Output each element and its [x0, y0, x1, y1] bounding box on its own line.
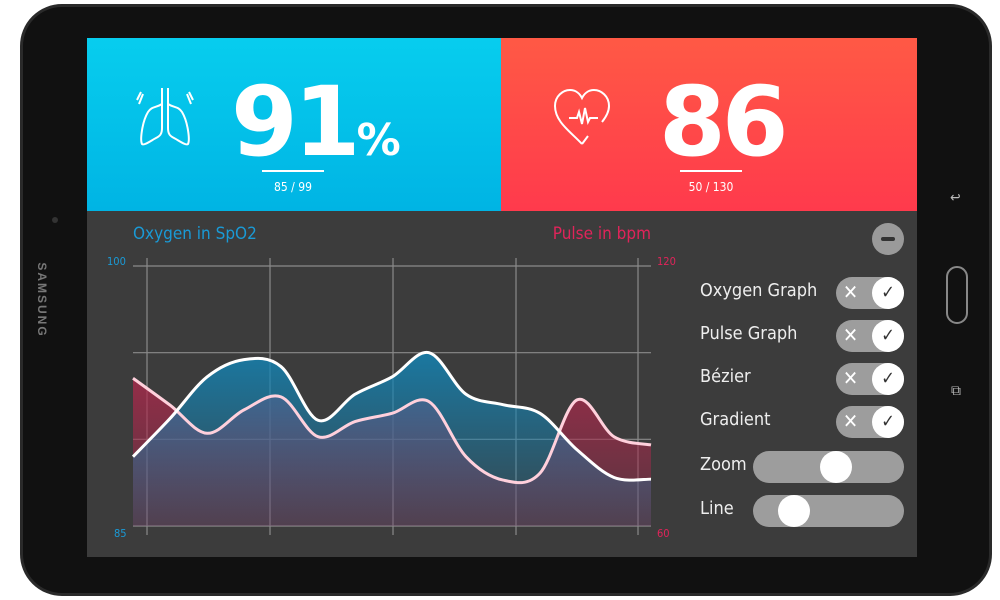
oxygen-value: 91% — [231, 66, 401, 178]
slider-label: Line — [700, 498, 734, 519]
divider — [680, 170, 742, 172]
recents-key-icon[interactable]: ⧉ — [951, 383, 961, 399]
app-screen: 91% 85 / 99 86 50 / 130 + Oxygen in SpO2… — [87, 38, 917, 557]
vitals-chart — [131, 258, 652, 535]
pulse-range: 50 / 130 — [688, 180, 734, 194]
check-icon: ✓ — [872, 406, 904, 438]
check-icon: ✓ — [872, 320, 904, 352]
heart-pulse-icon — [553, 88, 611, 145]
off-icon: ✕ — [843, 409, 859, 433]
toggle-switch[interactable]: ✕ ✓ — [836, 277, 904, 309]
toggle-label: Gradient — [700, 409, 771, 430]
toggle-switch[interactable]: ✕ ✓ — [836, 320, 904, 352]
off-icon: ✕ — [843, 366, 859, 390]
pulse-line — [132, 377, 652, 485]
slider-label: Zoom — [700, 454, 747, 475]
oxygen-range: 85 / 99 — [274, 180, 312, 194]
off-icon: ✕ — [843, 323, 859, 347]
brand-logo: SAMSUNG — [35, 262, 49, 338]
toggle-label: Pulse Graph — [700, 323, 798, 344]
toggle-switch[interactable]: ✕ ✓ — [836, 363, 904, 395]
zoom-slider[interactable] — [753, 451, 904, 483]
toggle-switch[interactable]: ✕ ✓ — [836, 406, 904, 438]
lungs-icon — [136, 88, 194, 146]
home-button[interactable] — [946, 266, 968, 324]
oxygen-line — [131, 351, 652, 482]
slider-handle[interactable] — [778, 495, 810, 527]
line-slider[interactable] — [753, 495, 904, 527]
pulse-value: 86 — [659, 66, 789, 178]
back-key-icon[interactable]: ↩ — [950, 190, 961, 206]
divider — [262, 170, 324, 172]
left-tick-min: 85 — [114, 527, 127, 540]
off-icon: ✕ — [843, 280, 859, 304]
slider-handle[interactable] — [820, 451, 852, 483]
toggle-label: Oxygen Graph — [700, 280, 818, 301]
check-icon: ✓ — [872, 277, 904, 309]
right-tick-max: 120 — [657, 255, 676, 268]
collapse-button[interactable] — [872, 223, 904, 255]
right-tick-min: 60 — [657, 527, 670, 540]
pulse-axis-title: Pulse in bpm — [552, 224, 651, 244]
camera — [52, 217, 58, 223]
oxygen-axis-title: Oxygen in SpO2 — [133, 224, 257, 244]
check-icon: ✓ — [872, 363, 904, 395]
oxygen-panel: 91% 85 / 99 — [87, 38, 501, 211]
left-tick-max: 100 — [107, 255, 126, 268]
pulse-panel: 86 50 / 130 + — [501, 38, 917, 211]
toggle-label: Bézier — [700, 366, 751, 387]
